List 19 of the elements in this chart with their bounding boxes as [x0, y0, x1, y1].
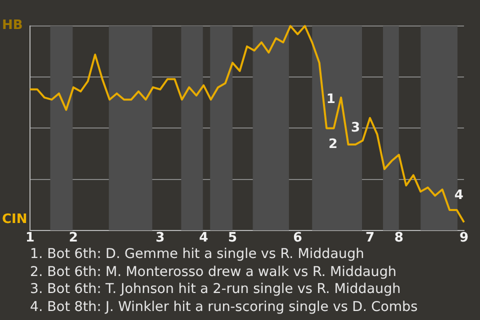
- x-tick-label: 4: [199, 230, 208, 246]
- annotation: 2: [328, 136, 338, 152]
- annotation: 4: [454, 188, 464, 204]
- text: CIN: [2, 212, 28, 227]
- annotation: 1: [326, 92, 336, 107]
- x-tick-label: 2: [68, 230, 78, 246]
- x-tick-label: 1: [25, 230, 35, 246]
- x-tick-label: 7: [365, 230, 374, 246]
- text: HB: [2, 18, 23, 33]
- x-tick-label: 9: [459, 230, 469, 246]
- x-tick-label: 3: [156, 230, 165, 246]
- x-tick-label: 6: [293, 230, 302, 246]
- annotation: 3: [350, 120, 360, 136]
- x-tick-label: 5: [228, 230, 238, 246]
- text: 4. Bot 8th: J. Winkler hit a run-scoring single vs D. Combs: [30, 298, 419, 316]
- text: 3. Bot 6th: T. Johnson hit a 2-run single vs R. Middaugh: [30, 281, 402, 298]
- text: 2. Bot 6th: M. Monterosso drew a walk vs R. Middaugh: [30, 264, 398, 281]
- x-tick-label: 8: [394, 230, 404, 246]
- text: 1. Bot 6th: D. Gemme hit a single vs R. Middaugh: [30, 246, 366, 264]
